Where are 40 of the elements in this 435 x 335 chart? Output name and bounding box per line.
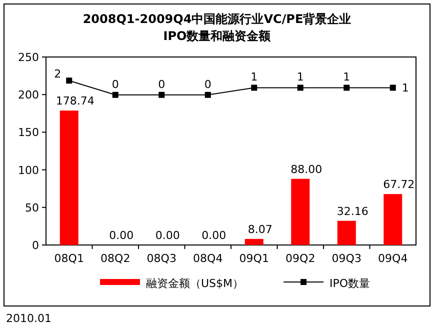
data-label: 88.00 bbox=[290, 162, 322, 176]
y-tick-label: 50 bbox=[25, 201, 39, 214]
y-tick-label: 250 bbox=[18, 51, 39, 64]
x-tick-label: 09Q2 bbox=[286, 252, 316, 265]
bar bbox=[337, 220, 356, 245]
chart-title: 2008Q1-2009Q4中国能源行业VC/PE背景企业 bbox=[82, 12, 352, 26]
y-tick-label: 200 bbox=[18, 88, 39, 102]
data-label: 0 bbox=[158, 78, 166, 91]
x-tick-label: 08Q3 bbox=[146, 252, 176, 265]
bar bbox=[291, 178, 310, 245]
data-label: 1 bbox=[402, 82, 409, 95]
legend-label: 融资金额（US$M） bbox=[146, 277, 244, 290]
chart-subtitle: IPO数量和融资金额 bbox=[163, 29, 272, 43]
x-tick-label: 09Q4 bbox=[378, 252, 408, 265]
y-tick-label: 150 bbox=[18, 126, 39, 140]
data-label: 2 bbox=[54, 68, 62, 81]
x-tick-label: 08Q4 bbox=[193, 252, 223, 265]
data-label: 0.00 bbox=[202, 229, 226, 242]
data-label: 8.07 bbox=[248, 222, 272, 236]
data-label: 1 bbox=[296, 70, 304, 84]
data-label: 0 bbox=[204, 78, 212, 91]
data-label: 0 bbox=[112, 78, 119, 91]
bar bbox=[244, 238, 264, 245]
data-label: 0.00 bbox=[109, 229, 134, 242]
bar bbox=[60, 110, 78, 245]
y-tick-label: 0 bbox=[32, 239, 39, 252]
x-tick-label: 09Q1 bbox=[239, 252, 269, 265]
data-label: 0.00 bbox=[155, 229, 180, 242]
data-label: 32.16 bbox=[336, 204, 368, 218]
data-label: 1 bbox=[343, 70, 350, 84]
x-tick-label: 09Q3 bbox=[332, 252, 362, 265]
text: 2010.01 bbox=[6, 312, 52, 325]
y-tick-label: 100 bbox=[18, 164, 39, 177]
legend-label: IPO数量 bbox=[330, 277, 370, 290]
data-label: 67.72 bbox=[383, 178, 415, 192]
bar bbox=[384, 194, 402, 245]
data-label: 1 bbox=[250, 70, 258, 84]
data-label: 178.74 bbox=[56, 94, 94, 108]
x-tick-label: 08Q2 bbox=[100, 252, 130, 265]
x-tick-label: 08Q1 bbox=[54, 252, 84, 265]
